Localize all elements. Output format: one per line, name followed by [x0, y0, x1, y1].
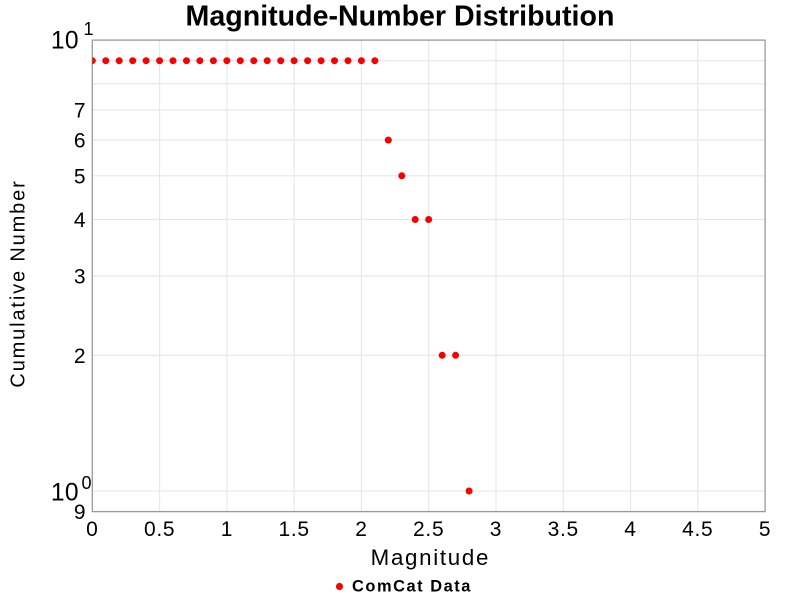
svg-text:3.5: 3.5	[548, 518, 579, 541]
svg-text:5: 5	[759, 518, 771, 541]
svg-text:2: 2	[74, 345, 86, 368]
svg-text:5: 5	[74, 165, 86, 188]
svg-text:4: 4	[74, 209, 86, 232]
svg-text:1: 1	[84, 19, 94, 39]
svg-text:2.5: 2.5	[413, 518, 444, 541]
svg-text:0.5: 0.5	[144, 518, 175, 541]
svg-text:4: 4	[624, 518, 636, 541]
svg-text:Magnitude-Number Distribution: Magnitude-Number Distribution	[186, 0, 615, 32]
svg-text:Cumulative Number: Cumulative Number	[8, 179, 30, 387]
svg-text:10: 10	[51, 27, 79, 54]
svg-text:ComCat Data: ComCat Data	[352, 578, 472, 596]
svg-text:4.5: 4.5	[682, 518, 713, 541]
svg-text:0: 0	[86, 518, 98, 541]
svg-text:2: 2	[355, 518, 367, 541]
svg-text:7: 7	[74, 100, 86, 123]
svg-text:3: 3	[74, 266, 86, 289]
svg-text:3: 3	[490, 518, 502, 541]
svg-text:9: 9	[74, 501, 86, 524]
svg-text:1: 1	[221, 518, 233, 541]
svg-text:1.5: 1.5	[278, 518, 309, 541]
svg-text:10: 10	[51, 479, 79, 506]
svg-text:6: 6	[74, 130, 86, 153]
svg-text:Magnitude: Magnitude	[371, 545, 490, 570]
svg-text:0: 0	[82, 473, 92, 493]
